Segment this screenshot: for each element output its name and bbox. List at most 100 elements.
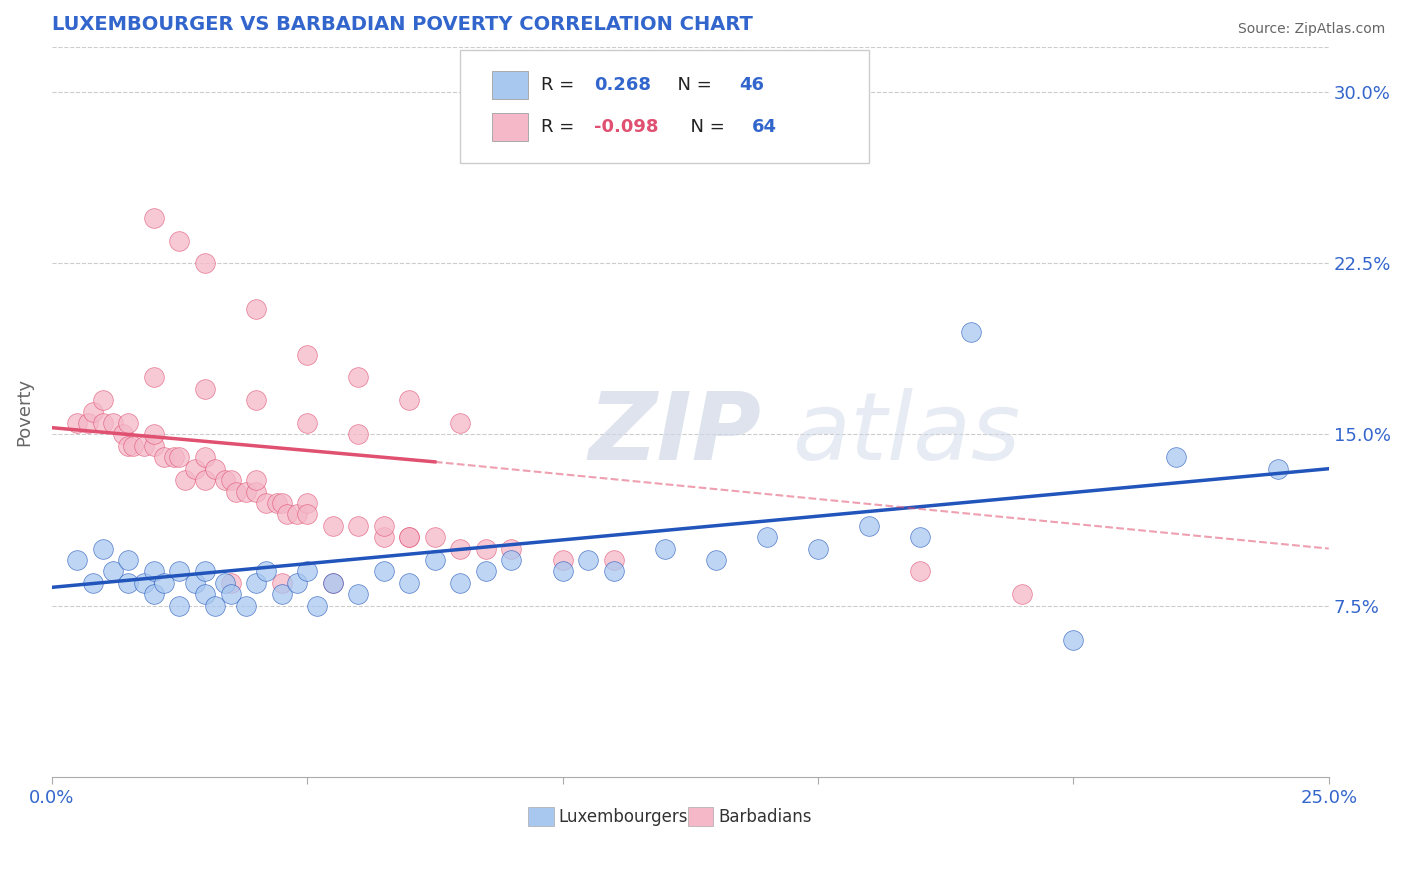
Point	[132, 439, 155, 453]
Point	[101, 565, 124, 579]
Text: Barbadians: Barbadians	[718, 808, 811, 826]
Point	[204, 599, 226, 613]
Point	[132, 575, 155, 590]
Point	[373, 565, 395, 579]
Text: ZIP: ZIP	[588, 388, 761, 480]
Point	[194, 450, 217, 465]
Point	[807, 541, 830, 556]
Point	[295, 348, 318, 362]
Point	[285, 575, 308, 590]
Point	[654, 541, 676, 556]
Point	[173, 473, 195, 487]
Point	[347, 427, 370, 442]
Point	[142, 427, 165, 442]
Point	[142, 587, 165, 601]
Point	[295, 496, 318, 510]
Point	[142, 211, 165, 225]
Point	[184, 575, 207, 590]
Text: 46: 46	[738, 77, 763, 95]
Point	[373, 530, 395, 544]
Point	[423, 530, 446, 544]
Text: LUXEMBOURGER VS BARBADIAN POVERTY CORRELATION CHART: LUXEMBOURGER VS BARBADIAN POVERTY CORREL…	[52, 15, 752, 34]
Point	[602, 553, 624, 567]
Point	[66, 553, 89, 567]
Point	[142, 439, 165, 453]
FancyBboxPatch shape	[492, 71, 529, 99]
Point	[245, 575, 267, 590]
Point	[219, 587, 242, 601]
FancyBboxPatch shape	[492, 113, 529, 141]
Point	[449, 416, 471, 430]
Point	[194, 473, 217, 487]
Point	[142, 565, 165, 579]
Point	[551, 565, 574, 579]
Point	[169, 599, 191, 613]
Point	[117, 553, 139, 567]
Point	[219, 575, 242, 590]
Point	[449, 575, 471, 590]
Point	[219, 473, 242, 487]
Point	[235, 599, 257, 613]
Point	[1011, 587, 1033, 601]
Y-axis label: Poverty: Poverty	[15, 377, 32, 446]
Point	[194, 382, 217, 396]
Point	[270, 496, 292, 510]
Point	[117, 416, 139, 430]
Point	[307, 599, 329, 613]
Point	[204, 461, 226, 475]
Point	[194, 256, 217, 270]
Point	[295, 416, 318, 430]
Point	[322, 575, 344, 590]
Point	[276, 508, 298, 522]
Text: -0.098: -0.098	[595, 118, 659, 136]
Point	[285, 508, 308, 522]
Point	[270, 587, 292, 601]
Point	[322, 518, 344, 533]
Point	[169, 565, 191, 579]
Point	[398, 575, 420, 590]
Point	[858, 518, 880, 533]
Point	[169, 234, 191, 248]
Point	[254, 565, 277, 579]
Point	[245, 473, 267, 487]
Text: N =: N =	[666, 77, 717, 95]
Point	[214, 473, 236, 487]
Point	[551, 553, 574, 567]
Point	[908, 565, 931, 579]
Point	[142, 370, 165, 384]
Point	[270, 575, 292, 590]
Point	[347, 518, 370, 533]
Point	[117, 439, 139, 453]
Point	[254, 496, 277, 510]
Point	[169, 450, 191, 465]
Point	[91, 393, 114, 408]
Point	[266, 496, 288, 510]
Point	[423, 553, 446, 567]
Text: Source: ZipAtlas.com: Source: ZipAtlas.com	[1237, 22, 1385, 37]
Point	[449, 541, 471, 556]
Point	[112, 427, 135, 442]
Point	[153, 575, 176, 590]
Point	[501, 553, 523, 567]
Text: N =: N =	[679, 118, 730, 136]
Point	[475, 565, 498, 579]
Point	[101, 416, 124, 430]
Text: 0.268: 0.268	[595, 77, 651, 95]
Point	[184, 461, 207, 475]
Point	[602, 565, 624, 579]
Point	[347, 587, 370, 601]
Point	[475, 541, 498, 556]
Point	[194, 565, 217, 579]
Point	[76, 416, 98, 430]
Point	[194, 587, 217, 601]
Point	[576, 553, 599, 567]
Point	[82, 575, 104, 590]
Point	[91, 416, 114, 430]
Point	[347, 370, 370, 384]
Point	[1267, 461, 1289, 475]
Point	[245, 484, 267, 499]
Point	[235, 484, 257, 499]
Point	[295, 508, 318, 522]
Point	[908, 530, 931, 544]
Point	[501, 541, 523, 556]
